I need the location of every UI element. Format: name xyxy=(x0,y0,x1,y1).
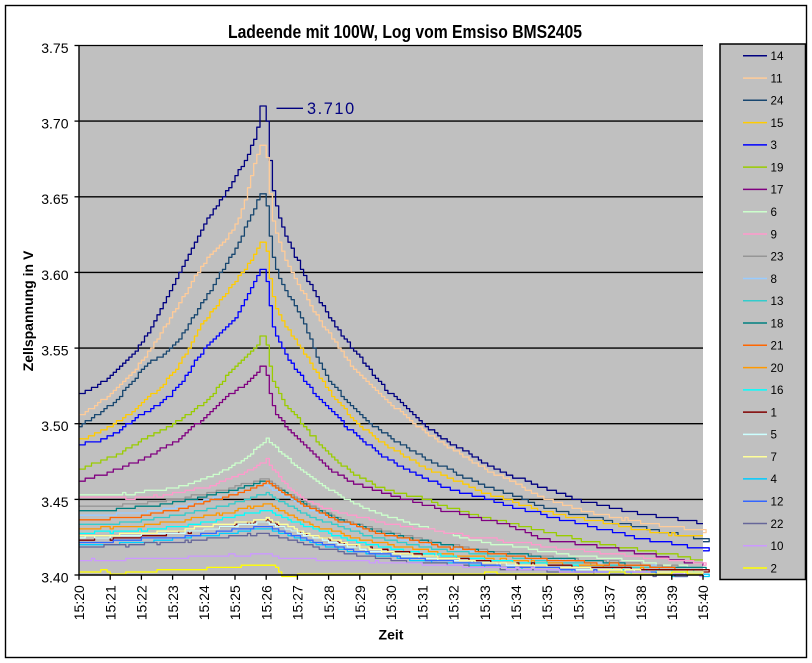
svg-text:15:38: 15:38 xyxy=(633,585,649,620)
svg-text:2: 2 xyxy=(771,562,777,575)
svg-text:3.710: 3.710 xyxy=(307,100,356,118)
svg-text:4: 4 xyxy=(771,473,778,486)
svg-text:Zeit: Zeit xyxy=(379,627,404,643)
svg-text:15:34: 15:34 xyxy=(508,585,524,620)
svg-text:21: 21 xyxy=(771,340,784,353)
svg-text:15: 15 xyxy=(771,117,784,130)
svg-text:14: 14 xyxy=(771,50,784,63)
svg-text:11: 11 xyxy=(771,72,783,85)
svg-text:13: 13 xyxy=(771,295,784,308)
svg-text:3.65: 3.65 xyxy=(41,191,68,207)
svg-text:16: 16 xyxy=(771,384,784,397)
svg-text:17: 17 xyxy=(771,184,784,197)
svg-text:3.45: 3.45 xyxy=(41,494,68,510)
svg-text:8: 8 xyxy=(771,273,777,286)
svg-text:3.40: 3.40 xyxy=(41,569,68,585)
svg-text:Zellspannung in V: Zellspannung in V xyxy=(20,250,36,371)
svg-text:15:36: 15:36 xyxy=(570,585,586,620)
svg-text:19: 19 xyxy=(771,161,784,174)
svg-text:15:31: 15:31 xyxy=(414,585,430,620)
svg-text:12: 12 xyxy=(771,496,784,509)
svg-text:3.55: 3.55 xyxy=(41,343,68,359)
svg-text:15:27: 15:27 xyxy=(290,585,306,620)
svg-text:24: 24 xyxy=(771,95,784,108)
svg-text:15:33: 15:33 xyxy=(477,585,493,620)
svg-text:15:35: 15:35 xyxy=(539,585,555,620)
svg-text:1: 1 xyxy=(771,406,777,419)
svg-text:15:37: 15:37 xyxy=(602,585,618,620)
svg-text:15:20: 15:20 xyxy=(71,585,87,620)
svg-text:3.70: 3.70 xyxy=(41,116,68,132)
svg-text:15:40: 15:40 xyxy=(695,585,711,620)
svg-text:15:26: 15:26 xyxy=(258,585,274,620)
svg-text:15:21: 15:21 xyxy=(102,585,118,620)
svg-text:6: 6 xyxy=(771,206,777,219)
svg-text:20: 20 xyxy=(771,362,784,375)
svg-text:10: 10 xyxy=(771,540,784,553)
svg-text:15:32: 15:32 xyxy=(446,585,462,620)
svg-text:Ladeende mit 100W, Log vom Ems: Ladeende mit 100W, Log vom Emsiso BMS240… xyxy=(228,21,582,42)
svg-text:15:23: 15:23 xyxy=(165,585,181,620)
svg-text:15:30: 15:30 xyxy=(383,585,399,620)
svg-text:15:39: 15:39 xyxy=(664,585,680,620)
svg-text:5: 5 xyxy=(771,429,777,442)
svg-text:3.60: 3.60 xyxy=(41,267,68,283)
svg-text:15:28: 15:28 xyxy=(321,585,337,620)
svg-text:3.75: 3.75 xyxy=(41,40,68,56)
svg-text:9: 9 xyxy=(771,228,777,241)
svg-text:23: 23 xyxy=(771,251,784,264)
svg-text:3: 3 xyxy=(771,139,777,152)
svg-text:22: 22 xyxy=(771,518,784,531)
svg-text:15:29: 15:29 xyxy=(352,585,368,620)
svg-text:15:22: 15:22 xyxy=(134,585,150,620)
svg-text:7: 7 xyxy=(771,451,777,464)
svg-text:15:24: 15:24 xyxy=(196,585,212,620)
svg-text:18: 18 xyxy=(771,317,784,330)
svg-text:3.50: 3.50 xyxy=(41,418,68,434)
svg-text:15:25: 15:25 xyxy=(227,585,243,620)
